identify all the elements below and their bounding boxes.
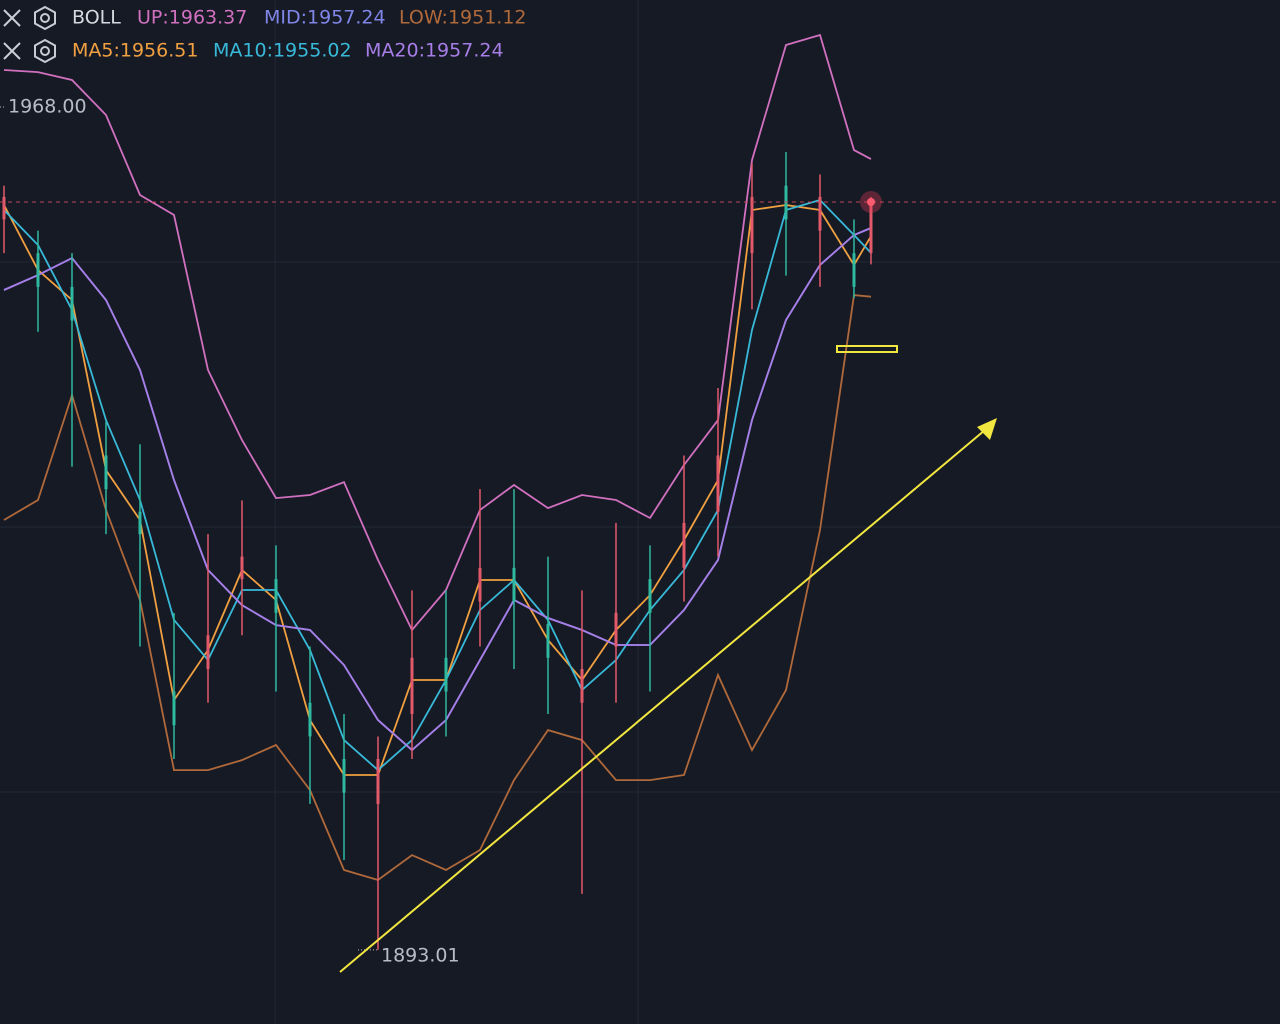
candle-body xyxy=(70,286,74,321)
trend-arrow-line xyxy=(339,429,986,973)
indicator-lines xyxy=(3,33,872,881)
legend-entry: UP:1963.37 xyxy=(137,7,247,29)
candle-body xyxy=(869,201,873,254)
close-icon[interactable] xyxy=(3,42,21,60)
candle-body xyxy=(376,758,380,804)
indicator-line xyxy=(3,204,872,776)
candle-body xyxy=(546,624,550,658)
candle-body xyxy=(852,253,856,287)
close-icon[interactable] xyxy=(3,9,21,27)
legend-entry: MA5:1956.51 xyxy=(72,40,198,62)
candle-body xyxy=(648,579,652,613)
candle-body xyxy=(240,556,244,580)
candle-body xyxy=(206,635,210,670)
candle-body xyxy=(580,669,584,703)
legend: BOLL UP:1963.37 MID:1957.24 LOW:1951.12 MA5:… xyxy=(3,5,527,64)
candle-body xyxy=(682,522,686,568)
highlight-box xyxy=(836,345,898,353)
candle-body xyxy=(342,758,346,793)
legend-entry: LOW:1951.12 xyxy=(399,7,527,29)
candle-body xyxy=(716,455,720,512)
low-marker-label: 1893.01 xyxy=(381,944,460,966)
legend-title: BOLL xyxy=(72,7,121,29)
overlay xyxy=(339,345,997,973)
candle-body xyxy=(410,657,414,714)
candle-body xyxy=(36,253,40,287)
candle-body xyxy=(138,511,142,535)
settings-icon[interactable] xyxy=(34,38,56,64)
candle-body xyxy=(172,691,176,726)
candles: 1968.00 1893.01 xyxy=(0,96,1280,966)
indicator-line xyxy=(3,33,872,632)
high-marker-label: 1968.00 xyxy=(8,96,87,118)
legend-entry: MA20:1957.24 xyxy=(365,40,504,62)
trend-arrow-head xyxy=(977,418,997,440)
indicator-line xyxy=(3,227,872,752)
candle-body xyxy=(444,657,448,692)
candle-body xyxy=(614,612,618,647)
candle-body xyxy=(478,567,482,602)
candle-body xyxy=(750,196,754,254)
indicator-line xyxy=(3,294,872,881)
candle-body xyxy=(818,196,822,231)
indicator-line xyxy=(3,227,872,752)
candle-body xyxy=(2,196,6,220)
candle-body xyxy=(512,567,516,602)
candle-body xyxy=(784,185,788,220)
price-dot xyxy=(866,197,875,206)
candle-body xyxy=(274,579,278,613)
legend-entry: MID:1957.24 xyxy=(264,7,386,29)
legend-entry: MA10:1955.02 xyxy=(213,40,352,62)
candle-body xyxy=(308,702,312,737)
candle-body xyxy=(104,455,108,490)
settings-icon[interactable] xyxy=(34,5,56,31)
indicator-line xyxy=(3,198,872,772)
